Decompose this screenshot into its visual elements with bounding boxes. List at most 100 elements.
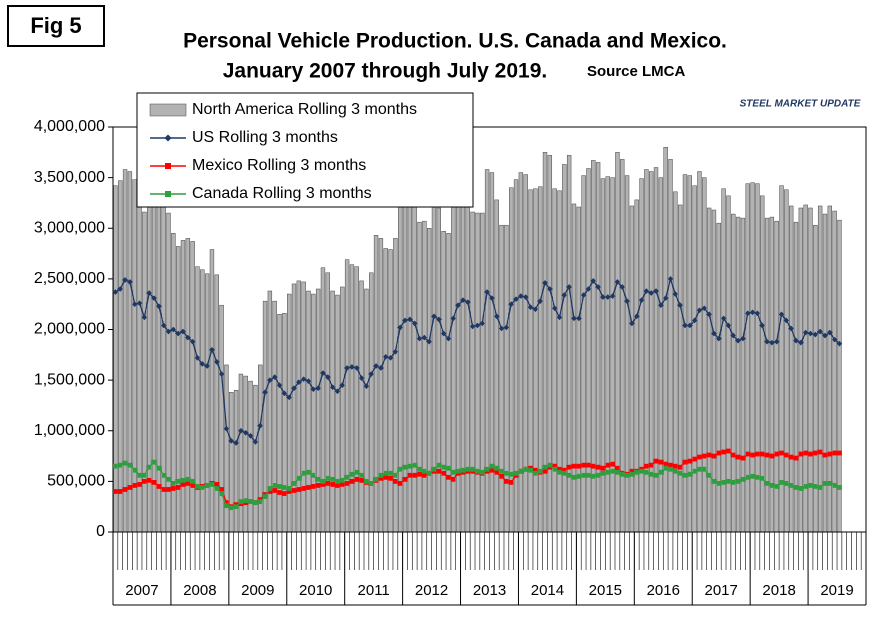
series-marker — [310, 472, 316, 478]
series-marker — [798, 451, 804, 457]
series-marker — [571, 315, 577, 322]
series-marker — [363, 383, 370, 389]
series-marker — [749, 309, 756, 316]
series-marker — [397, 324, 404, 331]
series-marker — [629, 468, 635, 474]
series-marker — [165, 328, 172, 335]
series-marker — [585, 286, 592, 292]
series-marker — [368, 371, 375, 377]
series-marker — [774, 484, 780, 489]
series-marker — [836, 340, 843, 347]
bar — [354, 266, 359, 533]
series-marker — [793, 485, 799, 490]
series-marker — [643, 463, 649, 469]
y-tick-label: 4,000,000 — [34, 118, 105, 135]
series-marker — [643, 469, 649, 475]
series-marker — [185, 476, 191, 482]
series-marker — [769, 483, 775, 488]
series-marker — [320, 370, 326, 376]
series-marker — [706, 311, 712, 318]
series-marker — [745, 474, 751, 480]
series-marker — [271, 374, 278, 380]
series-marker — [291, 385, 297, 392]
series-marker — [180, 477, 186, 483]
series-marker — [156, 303, 162, 310]
y-tick-label: 2,500,000 — [34, 270, 105, 287]
series-marker — [658, 302, 664, 308]
series-marker — [344, 365, 350, 371]
series-marker — [233, 440, 239, 446]
series-marker — [450, 476, 456, 482]
bar — [417, 221, 422, 533]
series-marker — [575, 315, 582, 322]
series-marker — [557, 466, 562, 472]
bar — [344, 259, 350, 533]
series-marker — [368, 481, 374, 486]
series-marker — [837, 485, 842, 490]
bar — [248, 380, 253, 533]
bar — [122, 169, 128, 533]
series-marker — [832, 483, 838, 488]
series-marker — [691, 317, 698, 324]
series-marker — [378, 475, 384, 481]
series-marker — [663, 465, 669, 471]
series-marker — [195, 484, 200, 489]
series-marker — [131, 301, 138, 307]
series-marker — [499, 473, 504, 479]
series-marker — [359, 477, 364, 483]
bar — [610, 177, 615, 533]
bar — [533, 188, 538, 533]
bar — [407, 197, 413, 533]
bar — [253, 384, 258, 533]
bar — [668, 159, 673, 533]
bar — [388, 249, 393, 533]
series-marker — [653, 458, 659, 464]
series-marker — [431, 313, 437, 320]
series-marker — [436, 462, 442, 468]
series-marker — [397, 481, 403, 486]
series-marker — [286, 489, 292, 494]
series-marker — [711, 453, 717, 459]
series-marker — [706, 452, 712, 458]
series-marker — [349, 478, 355, 484]
series-marker — [257, 499, 263, 505]
series-marker — [687, 471, 693, 477]
series-marker — [151, 479, 157, 485]
series-marker — [803, 484, 809, 489]
series-marker — [633, 313, 640, 320]
series-marker — [735, 337, 741, 344]
series-marker — [726, 478, 731, 484]
bar — [378, 238, 384, 533]
series-marker — [547, 286, 553, 292]
bar — [557, 190, 562, 533]
series-marker — [783, 481, 789, 486]
series-marker — [547, 462, 553, 468]
series-marker — [286, 394, 292, 401]
series-marker — [291, 488, 297, 493]
series-marker — [421, 472, 427, 478]
series-marker — [325, 481, 331, 486]
series-marker — [137, 472, 142, 478]
bar — [132, 179, 137, 533]
series-marker — [788, 483, 794, 488]
series-marker — [166, 476, 171, 482]
bar — [605, 176, 610, 533]
series-marker — [127, 462, 133, 468]
bar — [320, 267, 326, 533]
series-marker — [624, 472, 630, 478]
logo: STEEL MARKET UPDATE — [740, 99, 861, 110]
series-marker — [416, 335, 423, 342]
bar — [755, 183, 760, 533]
series-marker — [339, 477, 345, 483]
series-marker — [335, 483, 340, 488]
series-marker — [310, 386, 317, 393]
x-tick-label: 2009 — [241, 582, 274, 599]
series-marker — [561, 470, 567, 476]
bar — [238, 373, 244, 533]
bar — [624, 175, 630, 533]
series-marker — [730, 332, 737, 339]
bar — [156, 175, 162, 533]
series-marker — [609, 293, 616, 299]
series-marker — [334, 388, 341, 395]
series-marker — [286, 486, 292, 491]
